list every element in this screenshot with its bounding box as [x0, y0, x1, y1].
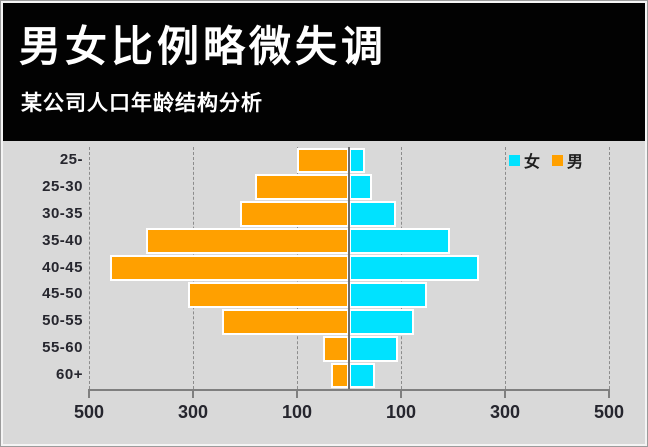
bar-female-40-45	[349, 255, 479, 281]
center-axis-line	[348, 147, 350, 389]
gridline	[504, 147, 506, 389]
legend: 女 男	[509, 148, 583, 172]
bar-male-55-60	[323, 335, 349, 362]
y-axis-label: 40-45	[42, 258, 83, 276]
chart-title: 男女比例略微失调	[19, 23, 388, 70]
y-axis-label: 25-	[59, 151, 83, 168]
y-axis-label: 60+	[56, 366, 83, 384]
bar-female-25-30	[349, 174, 373, 201]
x-axis-label: 100	[385, 402, 417, 422]
bar-male-50-55	[221, 308, 349, 335]
x-axis-label: 500	[593, 402, 625, 422]
y-axis-label: 30-35	[42, 204, 83, 222]
x-axis-label: 100	[281, 402, 313, 422]
chart-subtitle: 某公司人口年龄结构分析	[21, 92, 263, 115]
x-axis-label: 500	[73, 402, 105, 422]
x-axis-tick	[504, 389, 506, 398]
bar-female-45-50	[349, 281, 427, 308]
x-axis-tick	[192, 389, 194, 398]
bar-female-30-35	[349, 201, 396, 228]
bar-male-25-30	[255, 174, 349, 201]
male-series-swatch-icon	[552, 154, 564, 166]
bar-female-55-60	[349, 335, 399, 362]
y-axis-label: 25-30	[42, 177, 83, 195]
bar-male-30-35	[239, 201, 349, 228]
x-axis-tick	[296, 389, 298, 398]
gridline	[608, 147, 610, 389]
x-axis-line	[88, 389, 610, 391]
female-series-swatch-icon	[509, 154, 520, 166]
gridline	[88, 147, 90, 389]
bar-male-35-40	[146, 228, 349, 255]
bar-male-40-45	[109, 255, 349, 281]
x-axis-tick	[608, 389, 610, 398]
bar-male-45-50	[187, 281, 349, 308]
bar-female-50-55	[349, 308, 414, 335]
legend-label-female: 女	[524, 154, 541, 171]
x-axis-tick	[88, 389, 90, 398]
y-axis-label: 50-55	[42, 312, 83, 330]
bar-male-60+	[330, 362, 349, 389]
bar-female-35-40	[349, 228, 451, 255]
legend-item-male: 男	[552, 148, 583, 172]
x-axis-label: 300	[489, 402, 521, 422]
y-axis-label: 55-60	[42, 339, 83, 357]
y-axis-label: 35-40	[42, 231, 83, 249]
legend-item-female: 女	[509, 148, 540, 172]
legend-label-male: 男	[567, 154, 584, 171]
bar-female-60+	[349, 362, 375, 389]
bar-male-25-	[297, 147, 349, 174]
x-axis-label: 300	[177, 402, 209, 422]
chart-header: 男女比例略微失调 某公司人口年龄结构分析	[3, 3, 645, 141]
bar-female-25-	[349, 147, 365, 174]
x-axis-tick	[400, 389, 402, 398]
y-axis-label: 45-50	[42, 285, 83, 303]
